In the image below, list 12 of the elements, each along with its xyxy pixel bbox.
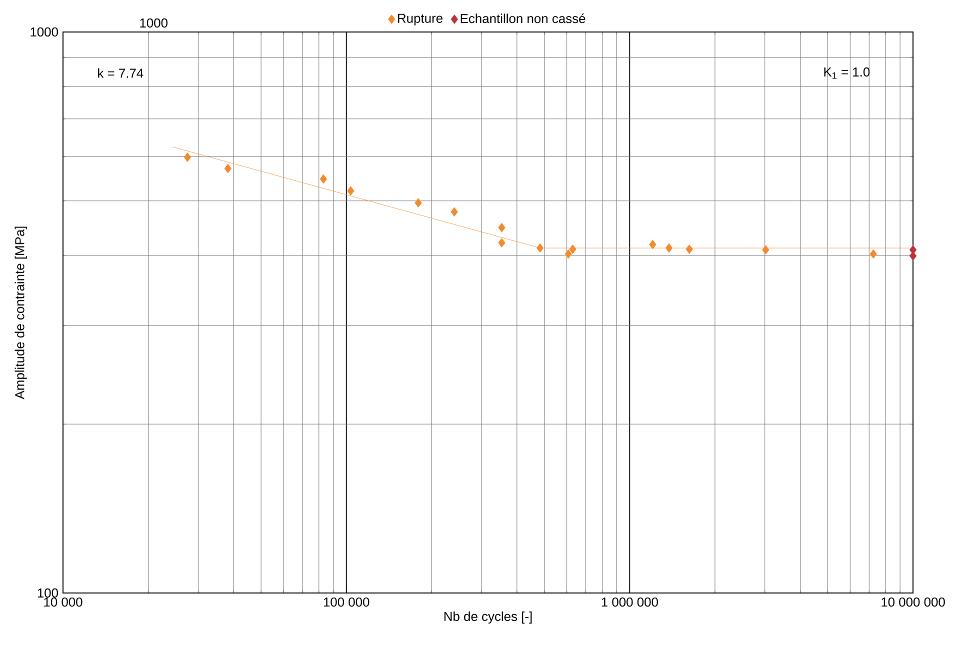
- y-tick-label: 100: [38, 588, 58, 598]
- x-tick-label: 1 000 000: [602, 598, 658, 607]
- annotation: k = 7.74: [98, 68, 144, 78]
- annotation: K$_{1}$ = 1.0: [824, 67, 870, 79]
- x-axis-title: Nb de cycles [-]: [444, 612, 532, 624]
- text: 1000: [140, 18, 168, 28]
- y-axis-title: Amplitude de contrainte [MPa]: [14, 226, 27, 400]
- x-tick-label: 10 000: [44, 598, 82, 607]
- x-tick-label: 100 000: [324, 598, 370, 607]
- legend-label: Rupture: [398, 14, 442, 26]
- x-tick-label: 10 000 000: [882, 598, 945, 607]
- legend-label: Echantillon non cassé: [460, 14, 586, 24]
